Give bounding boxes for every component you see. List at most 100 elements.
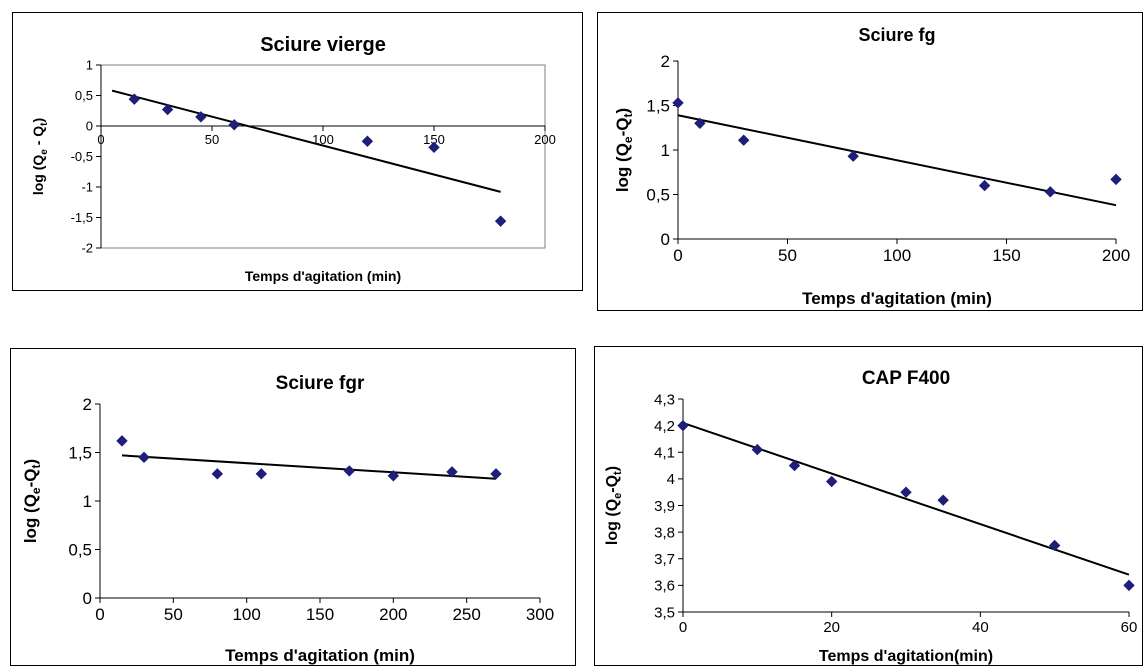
chart-sciure-fg: Sciure fg 0 0,5 1 1,5 2 0 50 100 150 200 Temps d'ag… <box>613 25 1130 308</box>
plot-area-border <box>100 64 546 249</box>
y-axis-label: log (Qe-Qt) <box>613 108 635 192</box>
data-point <box>228 119 240 131</box>
y-tick-label: 0,5 <box>646 185 670 204</box>
y-tick-label: 1,5 <box>646 96 670 115</box>
data-point <box>446 466 458 478</box>
data-point <box>737 134 750 146</box>
x-tick-label: 0 <box>673 246 682 265</box>
x-tick-label: 200 <box>1102 246 1130 265</box>
trendline <box>111 89 501 193</box>
x-tick-label: 50 <box>164 605 183 624</box>
data-point <box>161 103 174 116</box>
chart-title: Sciure vierge <box>260 34 386 56</box>
chart-title: Sciure fg <box>858 25 935 45</box>
y-tick-label: 4,3 <box>654 391 675 408</box>
data-point <box>1123 579 1135 592</box>
data-point <box>788 459 801 472</box>
chart-panel-sciure-fgr: Sciure fgr 0 0,5 1 1,5 2 0 50 100 150 200 250 300 Tem… <box>10 348 576 666</box>
data-point <box>387 470 400 482</box>
y-tick-label: 3,8 <box>654 524 675 541</box>
y-tick-label: 3,6 <box>654 578 675 595</box>
data-point <box>128 93 141 105</box>
chart-cap-f400: CAP F400 3,5 3,6 3,7 3,8 3,9 4 4,1 4,2 4,3 0 20 40 60… <box>604 368 1138 665</box>
x-tick-label: 200 <box>534 132 556 147</box>
x-tick-label: 50 <box>778 246 797 265</box>
chart-title: CAP F400 <box>862 368 950 389</box>
y-tick-label: 3,9 <box>654 498 675 515</box>
x-tick-label: 0 <box>95 605 104 624</box>
data-point <box>494 215 507 227</box>
chart-title: Sciure fgr <box>276 373 365 394</box>
data-point <box>978 179 991 192</box>
data-point <box>694 117 706 130</box>
data-point <box>900 486 912 498</box>
x-tick-label: 50 <box>205 132 219 147</box>
trendline <box>121 454 497 480</box>
y-tick-label: 2 <box>661 52 670 71</box>
y-tick-label: 4 <box>667 471 675 488</box>
x-tick-label: 200 <box>379 605 407 624</box>
data-point <box>116 435 128 447</box>
x-tick-label: 100 <box>883 246 911 265</box>
y-tick-label: 3,5 <box>654 604 675 621</box>
y-axis-label: log (Qe-Qt) <box>21 459 43 543</box>
y-tick-label: 1 <box>83 492 92 511</box>
x-tick-label: 0 <box>97 132 104 147</box>
y-tick-label: 1 <box>661 141 670 160</box>
y-tick-label: -0,5 <box>71 149 93 164</box>
y-tick-label: 1,5 <box>68 443 92 462</box>
y-tick-label: 0,5 <box>75 88 93 103</box>
data-point <box>195 111 207 123</box>
data-point <box>343 465 356 477</box>
y-tick-label: 4,1 <box>654 445 675 462</box>
y-axis-label: log (Qe-Qt) <box>604 466 624 545</box>
y-tick-label: 2 <box>83 395 92 414</box>
data-point <box>672 97 684 109</box>
data-point <box>751 443 764 456</box>
chart-panel-sciure-vierge: Sciure vierge 1 0,5 0 -0,5 -1 -1,5 -2 0 50 100 150 2… <box>12 12 583 291</box>
x-tick-label: 250 <box>452 605 480 624</box>
data-point <box>847 150 859 162</box>
x-tick-label: 150 <box>306 605 334 624</box>
chart-panel-sciure-fg: Sciure fg 0 0,5 1 1,5 2 0 50 100 150 200 Temps d'ag… <box>597 12 1143 311</box>
y-tick-label: 0 <box>83 589 92 608</box>
x-axis-label: Temps d'agitation (min) <box>225 646 415 665</box>
chart-sciure-fgr: Sciure fgr 0 0,5 1 1,5 2 0 50 100 150 200 250 300 Tem… <box>21 373 554 665</box>
y-tick-label: 0 <box>86 119 93 134</box>
data-point <box>361 135 374 147</box>
data-point <box>211 468 224 480</box>
x-tick-label: 150 <box>992 246 1020 265</box>
data-point <box>490 468 502 480</box>
data-point <box>1110 173 1122 186</box>
y-tick-label: 4,2 <box>654 418 675 435</box>
x-axis-label: Temps d'agitation (min) <box>802 289 992 308</box>
trendline <box>682 422 1130 576</box>
y-tick-label: 1 <box>86 58 93 73</box>
data-point <box>825 475 838 488</box>
data-point <box>1044 186 1057 198</box>
x-axis-label: Temps d'agitation(min) <box>819 648 993 665</box>
x-tick-label: 40 <box>972 619 989 636</box>
data-point <box>677 419 689 432</box>
data-point <box>1048 539 1061 552</box>
x-tick-label: 150 <box>423 132 445 147</box>
y-tick-label: 3,7 <box>654 551 675 568</box>
x-tick-label: 60 <box>1121 619 1138 636</box>
x-tick-label: 100 <box>232 605 260 624</box>
data-point <box>428 141 440 154</box>
x-tick-label: 20 <box>823 619 840 636</box>
x-tick-label: 300 <box>526 605 554 624</box>
x-tick-label: 0 <box>679 619 687 636</box>
chart-panel-cap-f400: CAP F400 3,5 3,6 3,7 3,8 3,9 4 4,1 4,2 4,3 0 20 40 60… <box>594 346 1143 666</box>
y-tick-label: 0 <box>661 230 670 249</box>
y-tick-label: 0,5 <box>68 540 92 559</box>
trendline <box>677 114 1117 207</box>
data-point <box>937 494 949 506</box>
data-point <box>138 451 150 464</box>
data-point <box>255 468 268 480</box>
x-axis-label: Temps d'agitation (min) <box>245 268 401 284</box>
y-tick-label: -1 <box>81 180 93 195</box>
y-tick-label: -1,5 <box>71 210 93 225</box>
y-axis-label: log (Qe - Qt) <box>30 118 50 195</box>
